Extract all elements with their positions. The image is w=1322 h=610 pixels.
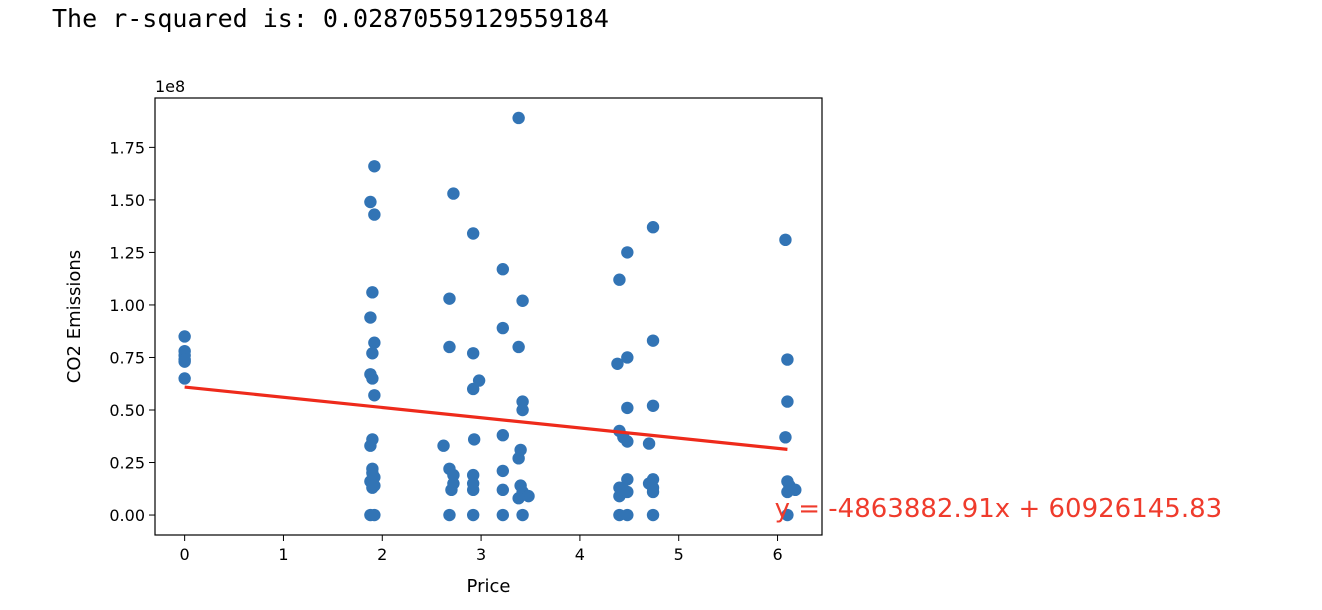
- y-offset-label: 1e8: [155, 77, 185, 96]
- data-point: [437, 439, 450, 452]
- data-point: [467, 433, 481, 446]
- data-point: [646, 221, 660, 234]
- data-point: [366, 372, 379, 385]
- data-point: [443, 508, 456, 522]
- plot-frame: [154, 97, 823, 536]
- data-point: [621, 401, 634, 415]
- x-tick-label: 0: [180, 545, 190, 564]
- data-point: [621, 473, 634, 486]
- data-point: [496, 263, 510, 276]
- data-point: [368, 389, 381, 402]
- data-point: [646, 399, 660, 412]
- data-point: [466, 227, 480, 240]
- data-point: [613, 273, 626, 286]
- y-tick-label: 0.75: [109, 348, 145, 367]
- data-point: [466, 483, 480, 497]
- data-point: [366, 286, 379, 299]
- data-point: [781, 353, 794, 366]
- data-point: [368, 336, 381, 349]
- data-point: [364, 195, 377, 209]
- data-point: [621, 351, 634, 364]
- data-point: [781, 395, 794, 408]
- y-tick-label: 1.50: [109, 191, 145, 210]
- data-point: [368, 508, 381, 522]
- data-point: [621, 485, 634, 499]
- y-tick-label: 0.25: [109, 454, 145, 473]
- regression-equation: y = -4863882.91x + 60926145.83: [775, 494, 1223, 524]
- data-point: [516, 508, 529, 522]
- data-point: [178, 330, 191, 343]
- data-point: [646, 334, 660, 347]
- data-point: [496, 429, 510, 442]
- data-point: [472, 374, 486, 387]
- x-tick-label: 5: [674, 545, 684, 564]
- data-point: [642, 437, 656, 450]
- r-squared-output: The r-squared is: 0.028705591295591​84: [52, 4, 609, 33]
- data-point: [366, 347, 379, 360]
- data-point: [516, 294, 529, 307]
- data-point: [364, 439, 377, 452]
- x-axis-ticks: 0 1 2 3 4 5 6: [180, 535, 783, 564]
- y-axis-label: CO2 Emissions: [64, 250, 85, 383]
- y-tick-label: 1.25: [109, 243, 145, 262]
- data-point: [646, 508, 660, 522]
- data-point: [512, 340, 525, 354]
- data-point: [512, 452, 525, 465]
- data-point: [646, 485, 660, 499]
- data-point: [522, 489, 535, 503]
- data-point: [496, 321, 510, 335]
- data-point: [445, 483, 458, 497]
- regression-line: [184, 385, 788, 451]
- y-tick-label: 1.75: [109, 138, 145, 157]
- data-point: [368, 208, 381, 221]
- data-point: [447, 187, 460, 200]
- data-point: [621, 508, 634, 522]
- data-point: [466, 347, 480, 360]
- data-point: [781, 485, 794, 499]
- data-point: [516, 403, 529, 417]
- data-point: [621, 246, 634, 259]
- y-tick-label: 0.00: [109, 506, 145, 525]
- x-tick-label: 3: [476, 545, 486, 564]
- data-point: [364, 311, 377, 324]
- x-axis-label: Price: [467, 576, 511, 597]
- data-point: [496, 483, 510, 497]
- data-point: [781, 508, 794, 522]
- data-point: [178, 355, 191, 368]
- y-axis-ticks: 0.00 0.25 0.50 0.75 1.00 1.25 1.50 1.75: [109, 138, 155, 525]
- data-point: [443, 292, 456, 305]
- x-tick-label: 6: [772, 545, 782, 564]
- data-point: [368, 160, 381, 173]
- y-tick-label: 1.00: [109, 296, 145, 315]
- data-point: [779, 431, 792, 444]
- x-tick-label: 2: [377, 545, 387, 564]
- data-point: [466, 508, 480, 522]
- data-point: [366, 481, 379, 494]
- data-point: [512, 111, 525, 125]
- data-point: [611, 357, 624, 370]
- x-tick-label: 1: [278, 545, 288, 564]
- x-tick-label: 4: [575, 545, 585, 564]
- data-point: [496, 508, 510, 522]
- y-tick-label: 0.50: [109, 401, 145, 420]
- data-point: [779, 233, 792, 247]
- scatter-points: [178, 111, 802, 522]
- regression-line-group: [184, 385, 788, 451]
- data-point: [512, 492, 525, 505]
- data-point: [621, 435, 634, 448]
- data-point: [178, 372, 191, 385]
- data-point: [496, 464, 510, 478]
- data-point: [443, 340, 456, 354]
